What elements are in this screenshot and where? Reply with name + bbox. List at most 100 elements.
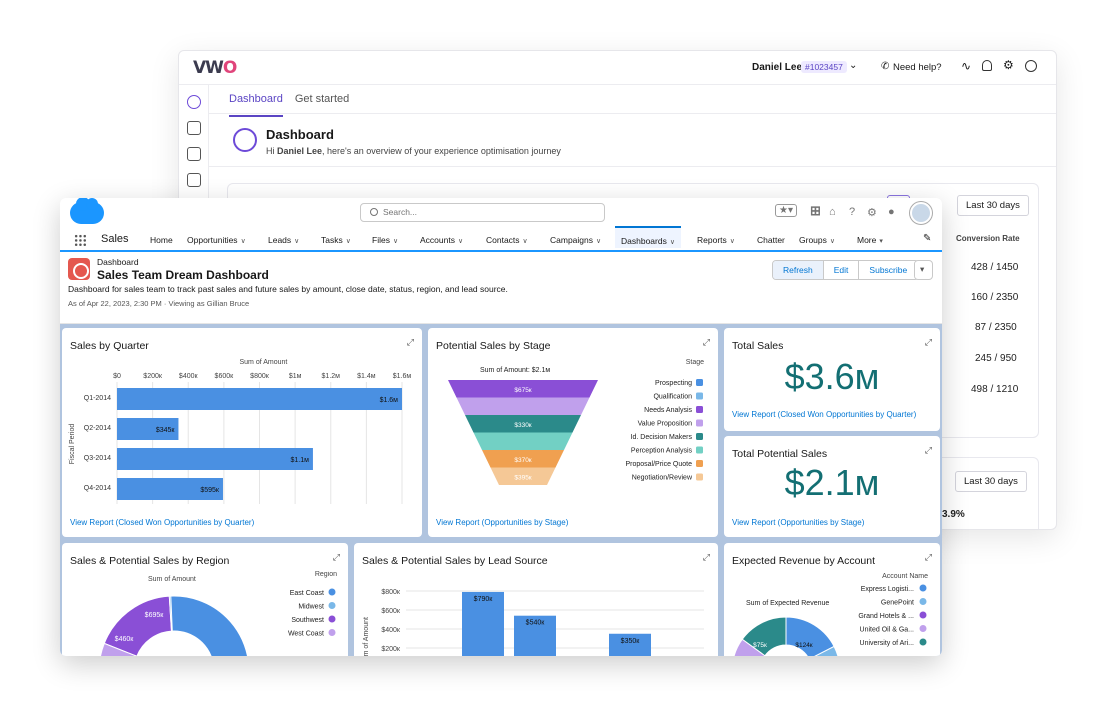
page-subtitle: Hi Daniel Lee, here's an overview of you… <box>266 146 561 156</box>
view-report-link[interactable]: View Report (Closed Won Opportunities by… <box>732 410 917 419</box>
legend-swatch <box>919 584 927 592</box>
category-label: Q4-2014 <box>84 485 111 492</box>
legend-label: Needs Analysis <box>644 407 692 414</box>
stage-funnel-chart: Sum of Amount: $2.1м Stage $675к $330к $370к… <box>448 359 704 485</box>
trailhead-icon[interactable]: ⌂ <box>829 206 836 218</box>
view-report-link[interactable]: View Report (Opportunities by Stage) <box>732 518 865 527</box>
bar-value-label: $790к <box>474 596 494 603</box>
legend-swatch <box>919 638 927 646</box>
card-title: Expected Revenue by Account <box>732 555 876 567</box>
account-chevron-icon[interactable]: ⌄ <box>849 60 858 71</box>
region-donut-chart: Sum of Amount Region East Coast Midwest Sout… <box>100 571 337 656</box>
nav-more[interactable]: More ▾ <box>857 235 883 245</box>
database-icon[interactable] <box>187 173 201 187</box>
legend-label: Perception Analysis <box>631 448 693 455</box>
expand-icon[interactable]: ⤢ <box>924 552 932 562</box>
gear-icon[interactable]: ⚙ <box>1003 58 1014 72</box>
nav-reports[interactable]: Reports ∨ <box>697 235 735 245</box>
card-title: Total Potential Sales <box>732 448 828 460</box>
edit-icon[interactable] <box>187 147 201 161</box>
dashboard-icon[interactable] <box>187 95 201 109</box>
expand-icon[interactable]: ⤢ <box>924 445 932 455</box>
global-search-input[interactable]: Search... <box>360 203 605 222</box>
bar <box>462 591 504 656</box>
sf-nav-bar: Sales Home Opportunities ∨ Leads ∨ Tasks ∨ … <box>60 226 942 252</box>
app-name: Sales <box>101 233 129 245</box>
vwo-logo[interactable]: VWO <box>193 57 237 78</box>
slice-value-label: $124к <box>795 642 812 649</box>
legend-swatch <box>328 588 336 596</box>
nav-campaigns[interactable]: Campaigns ∨ <box>550 235 602 245</box>
expand-icon[interactable]: ⤢ <box>924 337 932 347</box>
chart-title: Sum of Amount <box>240 359 288 366</box>
expand-icon[interactable]: ⤢ <box>406 337 414 347</box>
nav-dashboards[interactable]: Dashboards ∨ <box>615 226 681 248</box>
revenue-donut-chart: Sum of Expected Revenue Account Name Expre… <box>733 573 928 656</box>
bar-value-label: $540к <box>526 620 546 627</box>
funnel-segment <box>456 397 590 415</box>
nav-leads[interactable]: Leads ∨ <box>268 235 300 245</box>
y-tick-label: $200к <box>381 646 401 653</box>
help-icon[interactable]: ? <box>849 206 856 218</box>
edit-nav-icon[interactable]: ✎ <box>923 233 932 244</box>
add-icon[interactable]: ⊞ <box>810 203 821 218</box>
activity-icon[interactable]: ∿ <box>961 59 972 73</box>
avatar[interactable] <box>910 202 932 224</box>
expand-icon[interactable]: ⤢ <box>702 337 710 347</box>
dashboard-title: Sales Team Dream Dashboard <box>97 268 269 282</box>
funnel-segment <box>465 415 581 433</box>
profile-icon[interactable] <box>1025 60 1037 72</box>
legend-label: Prospecting <box>655 380 692 387</box>
phone-icon: ✆ <box>881 61 890 72</box>
subscribe-button[interactable]: Subscribe <box>859 261 919 279</box>
legend-label: University of Ari... <box>860 640 915 647</box>
bar <box>117 388 402 410</box>
legend-swatch <box>919 611 927 619</box>
notifications-icon[interactable]: ● <box>888 206 895 218</box>
tab-get-started[interactable]: Get started <box>294 93 350 105</box>
view-report-link[interactable]: View Report (Opportunities by Stage) <box>436 518 569 527</box>
last-30-days-button[interactable]: Last 30 days <box>957 195 1029 216</box>
bell-icon[interactable] <box>982 60 992 71</box>
user-name[interactable]: Daniel Lee <box>752 62 803 73</box>
page-title: Dashboard <box>266 127 334 142</box>
tab-dashboard[interactable]: Dashboard <box>229 91 283 117</box>
flask-icon[interactable] <box>187 121 201 135</box>
nav-accounts[interactable]: Accounts ∨ <box>420 235 464 245</box>
nav-groups[interactable]: Groups ∨ <box>799 235 835 245</box>
app-launcher-icon[interactable] <box>74 234 87 247</box>
donut-slice <box>100 642 138 656</box>
nav-files[interactable]: Files ∨ <box>372 235 399 245</box>
nav-contacts[interactable]: Contacts ∨ <box>486 235 528 245</box>
nav-opportunities[interactable]: Opportunities ∨ <box>187 235 246 245</box>
x-tick-label: $200к <box>143 373 163 380</box>
card-potential-sales-by-stage: Potential Sales by Stage ⤢ Sum of Amount… <box>428 328 718 537</box>
expand-icon[interactable]: ⤢ <box>332 552 340 562</box>
edit-button[interactable]: Edit <box>823 261 860 279</box>
bar <box>117 418 179 440</box>
y-tick-label: $400к <box>381 627 401 634</box>
legend-label: East Coast <box>290 590 324 597</box>
legend-swatch <box>919 625 927 632</box>
favorites-icon[interactable]: ★▾ <box>775 204 797 217</box>
need-help-link[interactable]: Need help? <box>893 62 942 73</box>
segment-value-label: $395к <box>514 474 531 481</box>
legend-swatch <box>696 433 703 440</box>
expand-icon[interactable]: ⤢ <box>702 552 710 562</box>
last-30-days-button-2[interactable]: Last 30 days <box>955 471 1027 492</box>
category-label: Q3-2014 <box>84 455 111 462</box>
card-title: Sales & Potential Sales by Region <box>70 555 230 567</box>
account-id-badge: #1023457 <box>801 61 847 73</box>
nav-tasks[interactable]: Tasks ∨ <box>321 235 351 245</box>
nav-home[interactable]: Home <box>150 235 173 245</box>
view-report-link[interactable]: View Report (Closed Won Opportunities by… <box>70 518 255 527</box>
bar <box>514 615 556 656</box>
card-title: Sales by Quarter <box>70 340 149 352</box>
refresh-button[interactable]: Refresh <box>773 261 824 279</box>
more-actions-button[interactable]: ▾ <box>914 260 933 280</box>
salesforce-logo[interactable] <box>70 198 104 224</box>
nav-chatter[interactable]: Chatter <box>757 235 785 245</box>
bar-value-label: $1.6м <box>380 397 399 404</box>
legend-label: Id. Decision Makers <box>631 434 693 441</box>
setup-gear-icon[interactable]: ⚙ <box>867 207 877 219</box>
